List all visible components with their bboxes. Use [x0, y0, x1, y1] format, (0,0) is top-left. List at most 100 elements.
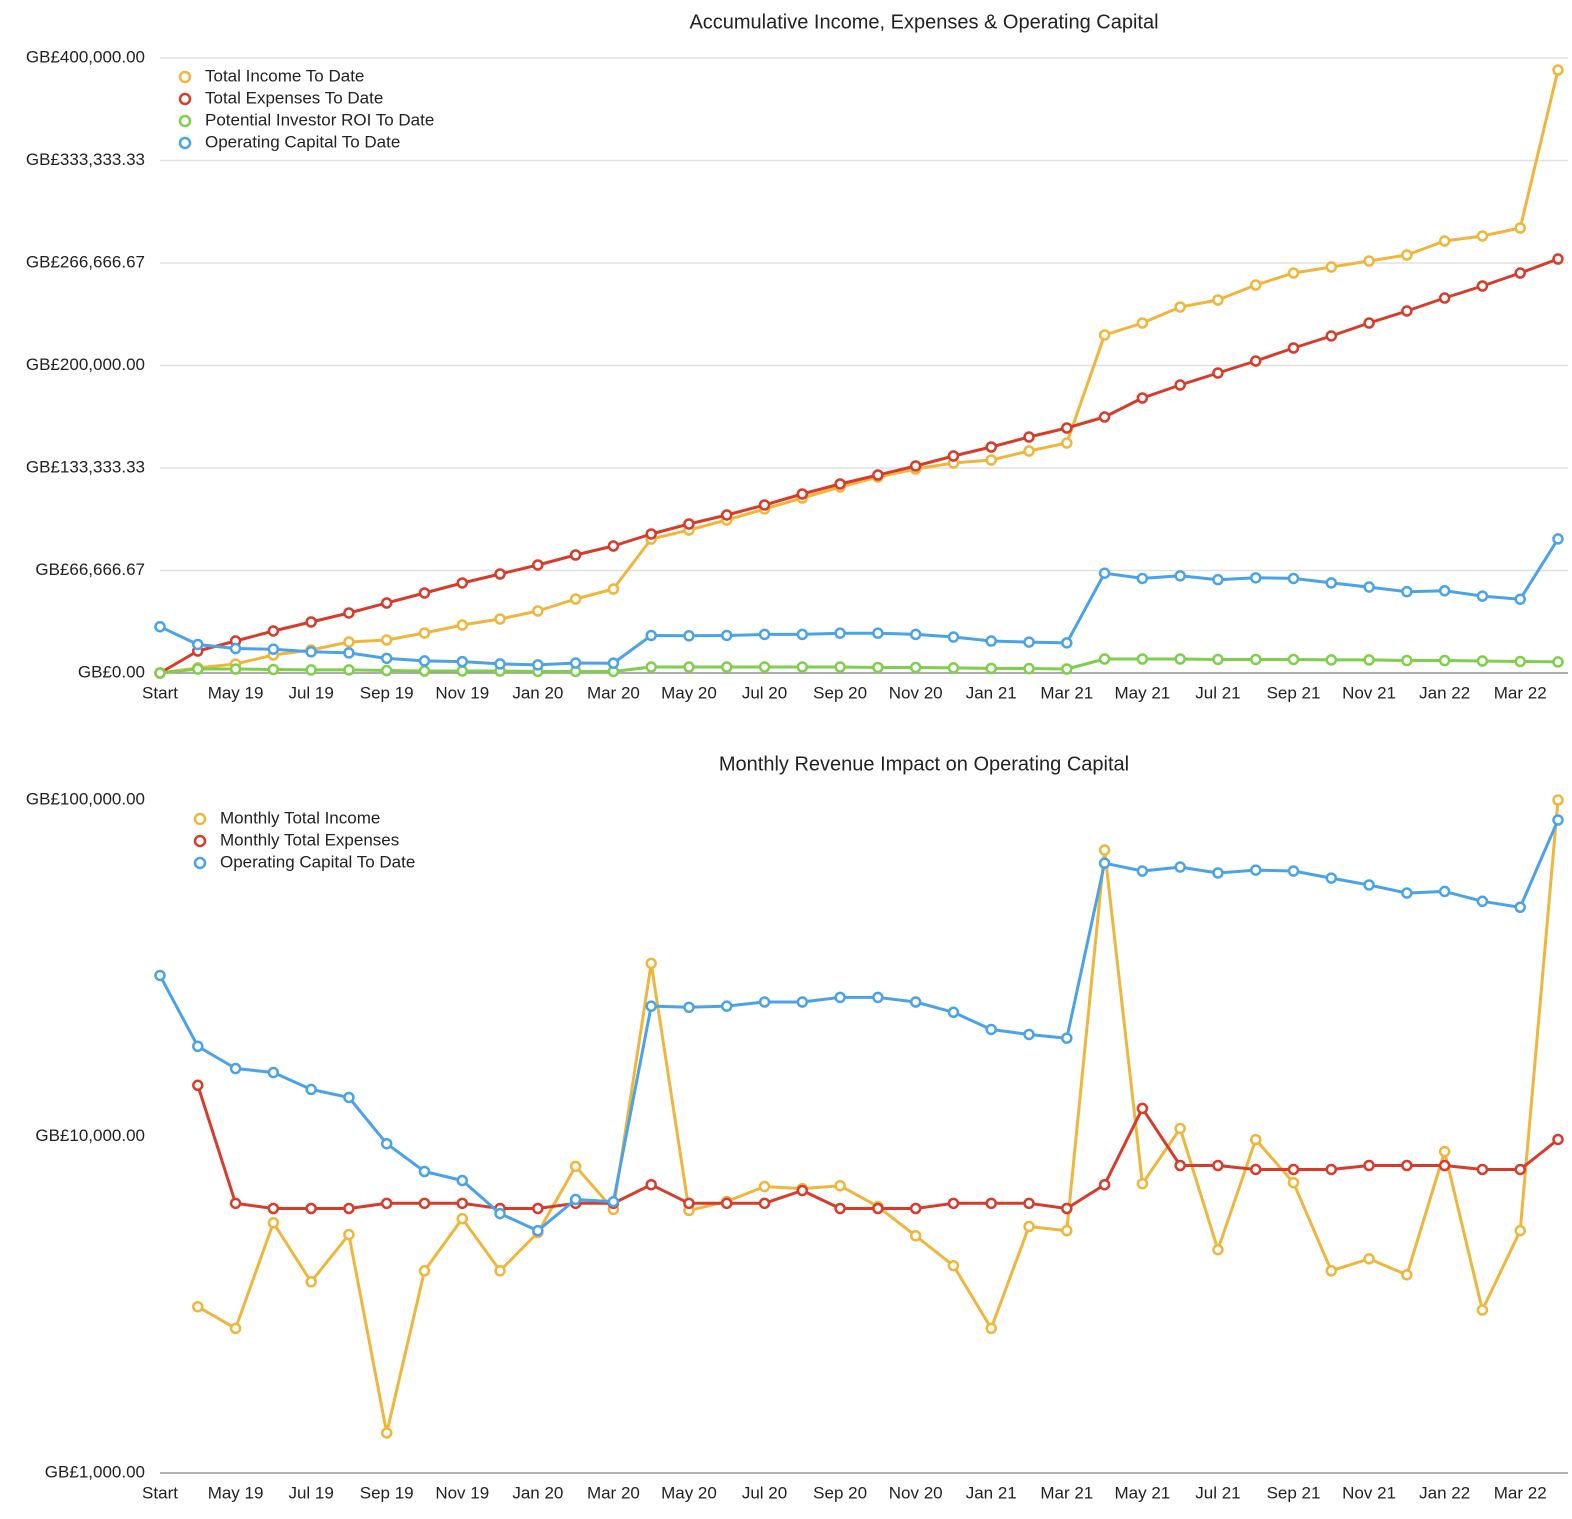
data-point: [532, 659, 544, 671]
x-tick-label: Jul 21: [1195, 683, 1240, 702]
data-point: [1212, 867, 1224, 879]
data-point: [532, 605, 544, 617]
x-tick-label: Jul 20: [742, 1483, 787, 1502]
legend-marker: [178, 114, 192, 128]
data-point: [645, 1000, 657, 1012]
data-point: [154, 620, 166, 633]
data-point: [229, 1322, 242, 1335]
data-point: [758, 628, 771, 641]
data-point: [569, 1193, 582, 1206]
data-point: [1438, 584, 1451, 597]
x-tick-label: Start: [142, 683, 178, 702]
data-point: [1363, 581, 1375, 593]
data-point: [683, 1197, 695, 1210]
data-point: [1174, 1159, 1186, 1172]
x-tick-label: Jan 22: [1419, 683, 1470, 702]
data-point: [1438, 1145, 1451, 1158]
data-point: [456, 1174, 469, 1187]
data-point: [494, 568, 506, 580]
data-point: [343, 664, 355, 676]
data-point: [607, 657, 620, 669]
data-point: [796, 996, 809, 1008]
x-tick-label: May 19: [208, 1483, 264, 1502]
x-tick-label: Mar 21: [1040, 683, 1093, 702]
data-point: [947, 1197, 960, 1210]
data-point: [1061, 1202, 1073, 1215]
data-point: [1552, 253, 1564, 265]
y-tick-label: GB£10,000.00: [35, 1126, 145, 1145]
data-point: [267, 663, 280, 676]
legend-label: Total Income To Date: [205, 66, 364, 85]
data-point: [1061, 437, 1073, 449]
data-point: [909, 628, 922, 641]
y-tick-label: GB£200,000.00: [26, 355, 145, 374]
data-point: [1136, 1102, 1149, 1115]
series-line: [197, 799, 1560, 1435]
legend-marker: [193, 856, 207, 870]
data-point: [494, 613, 506, 625]
data-point: [1363, 255, 1375, 267]
legend-marker: [178, 70, 192, 84]
data-point: [1552, 533, 1564, 545]
data-point: [947, 631, 960, 643]
x-tick-label: May 21: [1115, 1483, 1171, 1502]
data-point: [1098, 844, 1111, 856]
data-point: [1098, 567, 1111, 579]
x-tick-label: May 21: [1115, 683, 1171, 702]
data-point: [1174, 570, 1186, 582]
data-point: [1061, 637, 1073, 649]
data-point: [796, 661, 809, 673]
x-tick-label: Nov 21: [1342, 1483, 1396, 1502]
data-point: [343, 1202, 355, 1215]
data-point: [1249, 864, 1262, 876]
data-point: [1325, 1265, 1338, 1277]
data-point: [758, 1197, 771, 1210]
data-point: [229, 1062, 242, 1075]
data-point: [267, 643, 280, 655]
y-tick-label: GB£1,000.00: [45, 1462, 145, 1481]
data-point: [380, 652, 393, 665]
x-tick-label: Sep 19: [360, 1483, 414, 1502]
data-point: [1249, 653, 1262, 666]
data-point: [494, 658, 506, 670]
data-point: [1023, 1220, 1035, 1233]
data-point: [1514, 267, 1526, 279]
x-tick-label: Nov 19: [435, 683, 489, 702]
data-point: [1476, 895, 1489, 908]
data-point: [1476, 655, 1489, 667]
x-tick-label: Jan 21: [966, 683, 1017, 702]
data-point: [267, 1202, 280, 1215]
data-point: [872, 661, 884, 674]
x-tick-label: Jul 19: [288, 1483, 333, 1502]
data-point: [1514, 1224, 1526, 1237]
data-point: [1476, 280, 1489, 292]
data-point: [758, 1180, 771, 1193]
data-point: [192, 1079, 204, 1092]
data-point: [834, 991, 846, 1004]
data-point: [418, 627, 431, 639]
data-point: [1023, 445, 1035, 457]
data-point: [418, 1165, 431, 1178]
data-point: [1363, 1159, 1375, 1172]
data-point: [1174, 653, 1186, 665]
data-point: [1174, 861, 1186, 873]
data-point: [267, 625, 280, 637]
data-point: [834, 661, 846, 673]
data-point: [607, 583, 620, 595]
data-point: [267, 1217, 280, 1229]
data-point: [1438, 235, 1451, 247]
legend-label: Monthly Total Expenses: [220, 830, 399, 849]
x-tick-label: Mar 20: [587, 1483, 640, 1502]
data-point: [305, 646, 317, 658]
data-point: [721, 509, 733, 521]
x-tick-label: Jul 20: [742, 683, 787, 702]
data-point: [1212, 1159, 1224, 1172]
data-point: [1325, 654, 1338, 666]
data-point: [1552, 814, 1564, 826]
data-point: [305, 1083, 317, 1096]
data-point: [343, 1091, 355, 1104]
data-point: [1136, 317, 1149, 329]
data-point: [947, 1259, 960, 1272]
data-point: [192, 638, 204, 651]
data-point: [872, 991, 884, 1004]
